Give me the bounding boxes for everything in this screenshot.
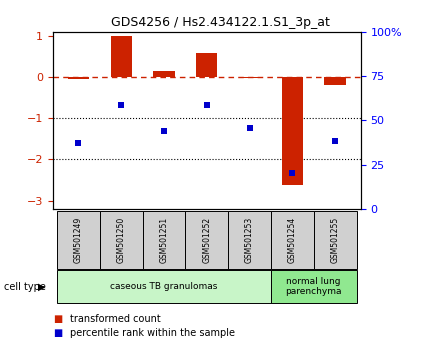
Bar (57, 270, 271, 303)
Text: GSM501253: GSM501253 (245, 217, 254, 263)
Bar (196, 53, 217, 77)
Bar (271, 270, 356, 303)
Bar (57, 211, 100, 269)
Text: ▶: ▶ (38, 281, 46, 292)
Bar (68, 77, 89, 79)
Text: percentile rank within the sample: percentile rank within the sample (70, 329, 235, 338)
Bar (239, 77, 260, 78)
Text: GSM501249: GSM501249 (74, 217, 83, 263)
Bar (185, 211, 228, 269)
Text: GSM501254: GSM501254 (288, 217, 297, 263)
Bar (324, 77, 346, 85)
Text: transformed count: transformed count (70, 314, 161, 324)
Text: GSM501252: GSM501252 (202, 217, 211, 263)
Bar (153, 71, 175, 77)
Bar (282, 77, 303, 185)
Text: GSM501255: GSM501255 (330, 217, 340, 263)
Text: ■: ■ (53, 329, 62, 338)
Bar (110, 36, 132, 77)
Bar (314, 211, 356, 269)
Text: cell type: cell type (4, 281, 46, 292)
Bar (271, 211, 314, 269)
Text: GSM501251: GSM501251 (160, 217, 169, 263)
Text: GDS4256 / Hs2.434122.1.S1_3p_at: GDS4256 / Hs2.434122.1.S1_3p_at (110, 16, 330, 29)
Text: normal lung
parenchyma: normal lung parenchyma (286, 277, 342, 296)
Bar (228, 211, 271, 269)
Bar (100, 211, 143, 269)
Text: ■: ■ (53, 314, 62, 324)
Text: GSM501250: GSM501250 (117, 217, 126, 263)
Text: caseous TB granulomas: caseous TB granulomas (110, 282, 218, 291)
Bar (143, 211, 185, 269)
